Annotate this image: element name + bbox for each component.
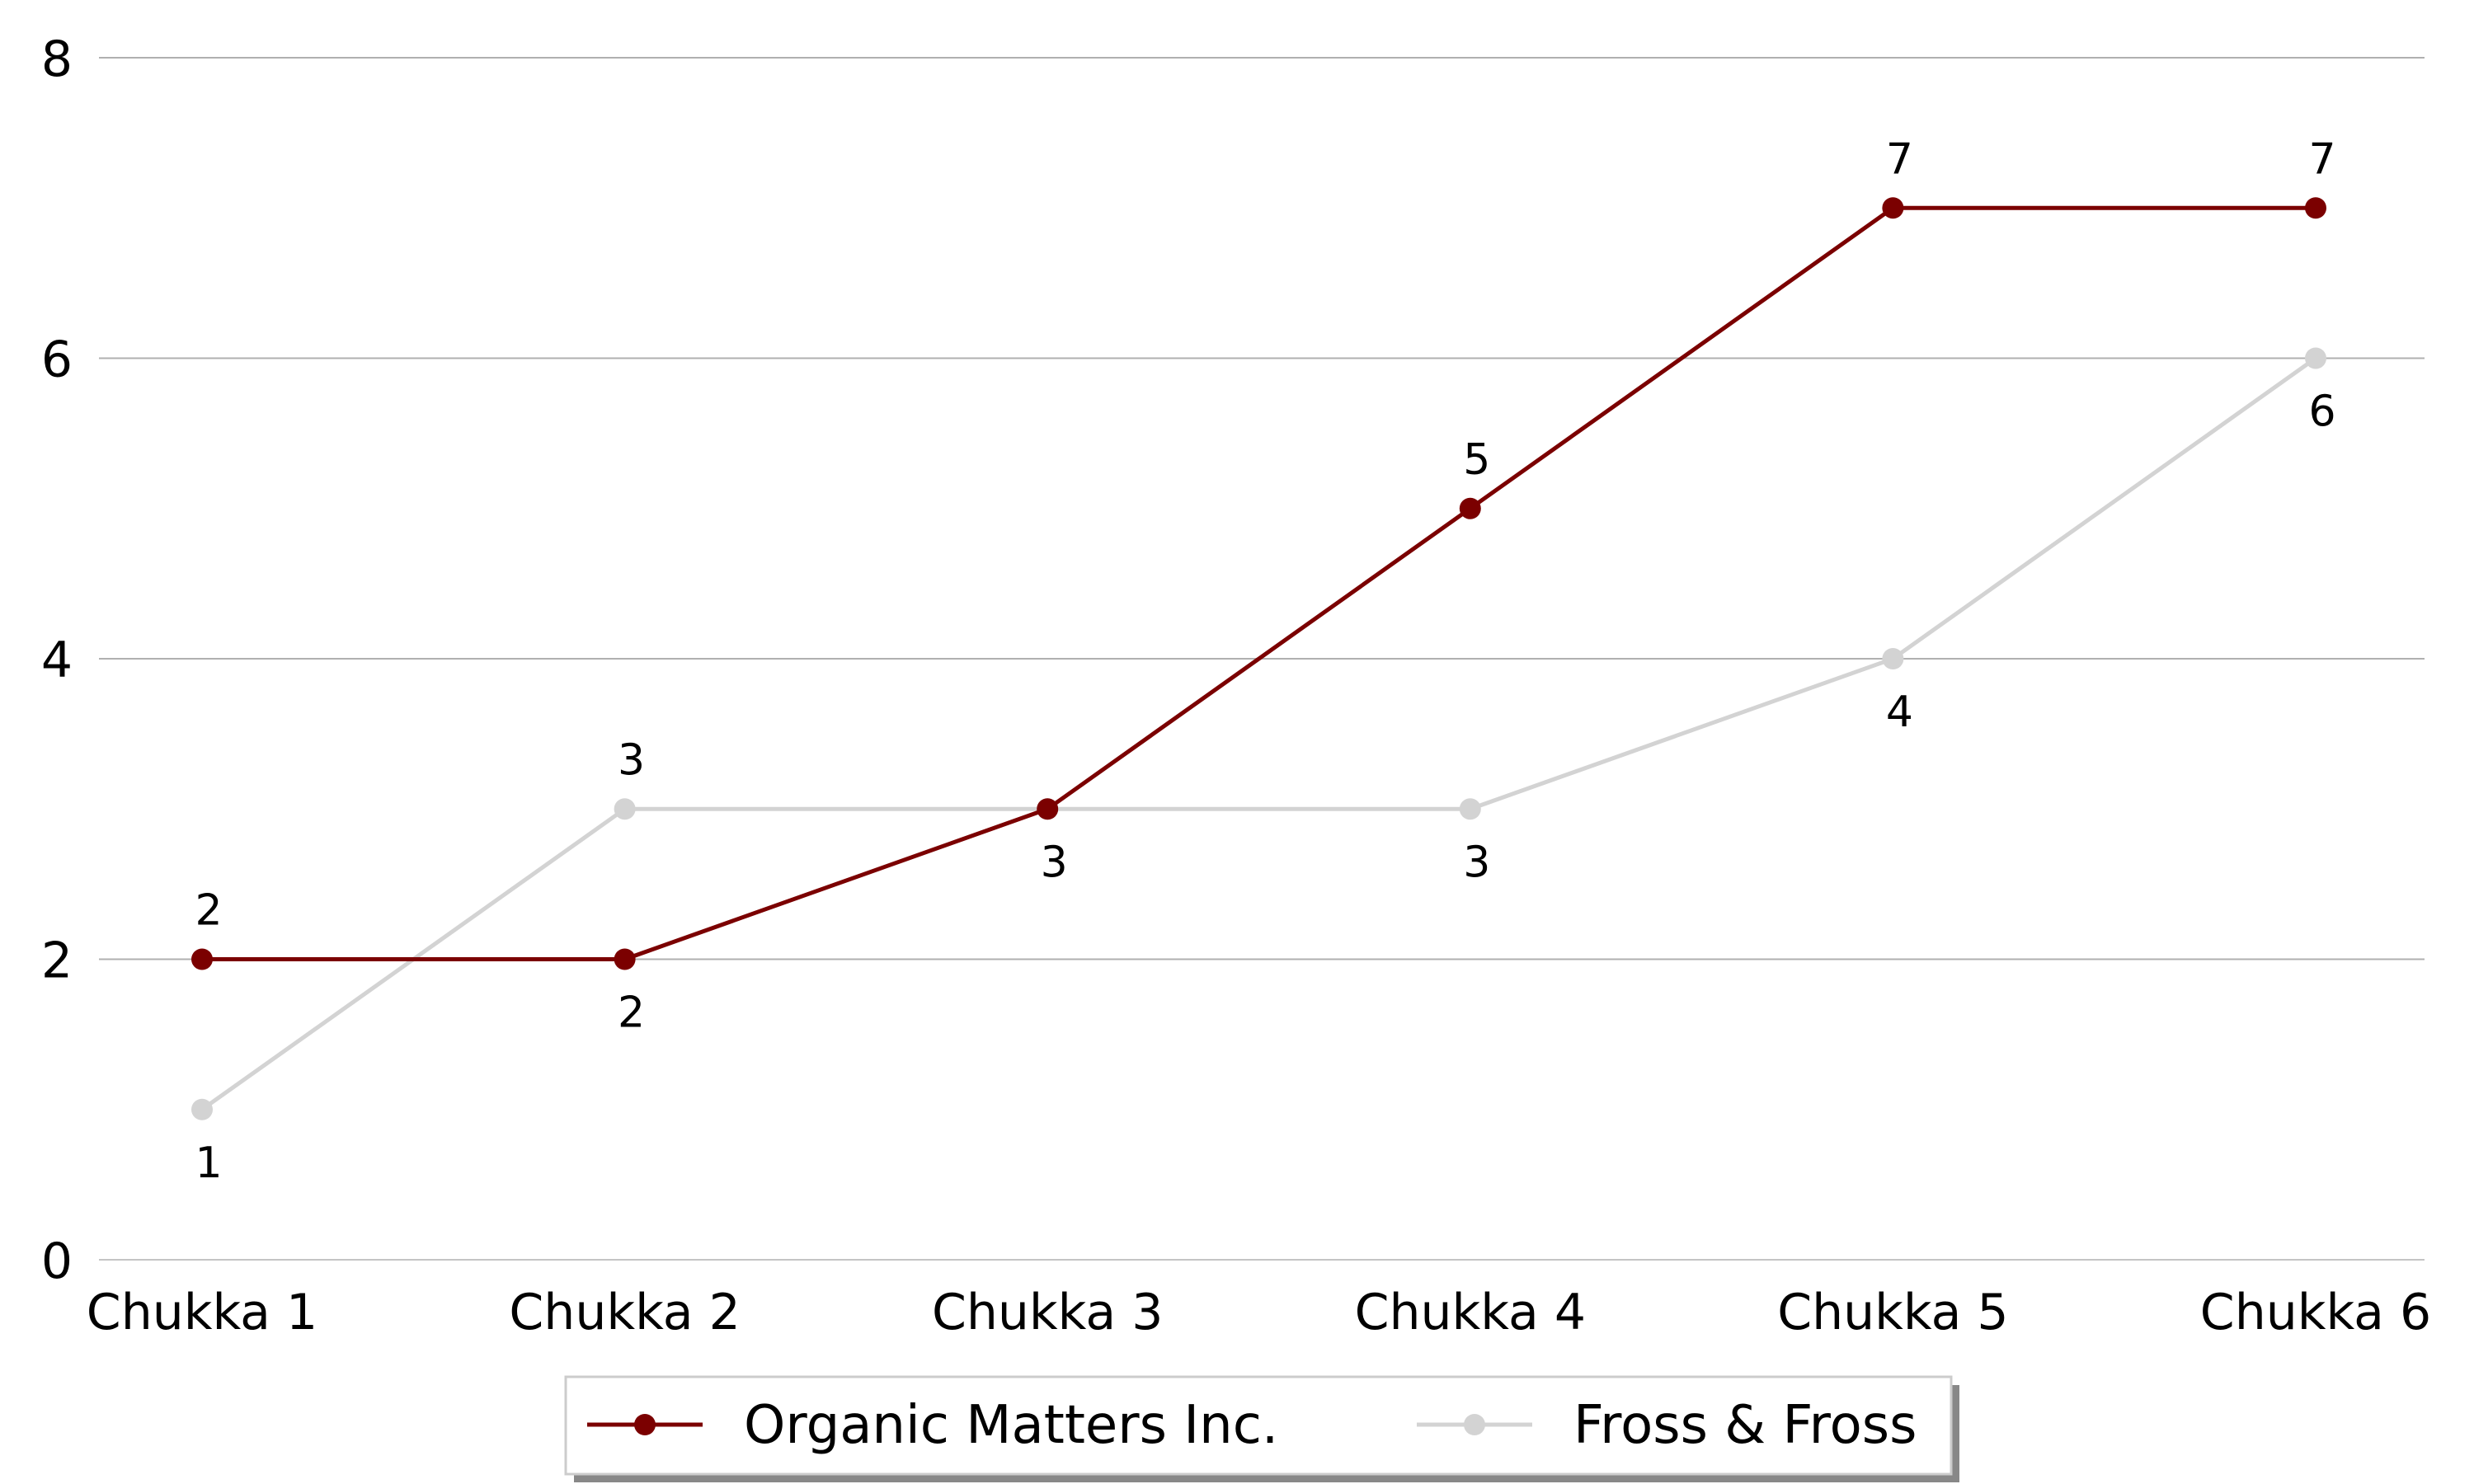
series-1-point-6 [2305, 197, 2326, 219]
series-2-label-3: 3 [1041, 838, 1068, 887]
x-tick-label-4: Chukka 4 [1355, 1284, 1586, 1341]
series-1-label-2: 2 [618, 989, 645, 1038]
legend-label-2: Fross & Fross [1573, 1395, 1917, 1456]
series-2-label-4: 3 [1463, 838, 1490, 887]
x-tick-label-3: Chukka 3 [932, 1284, 1163, 1341]
y-tick-label-0: 0 [41, 1233, 73, 1290]
y-tick-label-8: 8 [41, 31, 73, 88]
legend-items: Organic Matters Inc. Fross & Fross [587, 1395, 1917, 1456]
legend-box [564, 1375, 1953, 1476]
series-2-point-1 [191, 1098, 213, 1120]
series-1-label-5: 7 [1886, 134, 1913, 184]
series-1-point-2 [614, 948, 636, 970]
series-2-point-2 [614, 798, 636, 820]
series-2-point-6 [2305, 347, 2326, 369]
y-tick-label-2: 2 [41, 932, 73, 990]
x-tick-label-6: Chukka 6 [2200, 1284, 2431, 1341]
legend-swatch-marker-2 [1464, 1414, 1485, 1435]
data-labels: 1 3 3 3 4 6 2 2 5 7 7 [195, 134, 2335, 1188]
y-tick-label-6: 6 [41, 331, 73, 389]
series-1-point-3 [1037, 798, 1059, 820]
x-tick-label-5: Chukka 5 [1777, 1284, 2008, 1341]
series-2-label-2: 3 [618, 735, 645, 785]
x-axis-ticks: Chukka 1 Chukka 2 Chukka 3 Chukka 4 Chukka 5… [87, 1284, 2431, 1341]
series-1-point-4 [1459, 497, 1481, 519]
series-1-label-6: 7 [2308, 134, 2335, 184]
series-2-point-4 [1459, 798, 1481, 820]
series-layer [191, 197, 2326, 1120]
series-line-2 [200, 356, 2317, 1111]
legend-swatch-marker-1 [634, 1414, 656, 1435]
legend: Organic Matters Inc. Fross & Fross [564, 1375, 1959, 1482]
y-tick-label-4: 4 [41, 632, 73, 689]
y-axis-ticks: 0 2 4 6 8 [41, 31, 73, 1290]
series-2-point-5 [1882, 648, 1904, 669]
x-tick-label-1: Chukka 1 [87, 1284, 317, 1341]
series-line-1 [202, 205, 2316, 961]
series-2-label-5: 4 [1886, 688, 1913, 737]
series-1-point-1 [191, 948, 213, 970]
series-1-point-5 [1882, 197, 1904, 219]
series-2-label-1: 1 [195, 1139, 222, 1188]
x-tick-label-2: Chukka 2 [509, 1284, 740, 1341]
legend-label-1: Organic Matters Inc. [744, 1395, 1278, 1456]
series-1-label-4: 5 [1463, 435, 1490, 485]
series-2-label-6: 6 [2308, 387, 2335, 437]
series-1-label-1: 2 [195, 886, 222, 936]
